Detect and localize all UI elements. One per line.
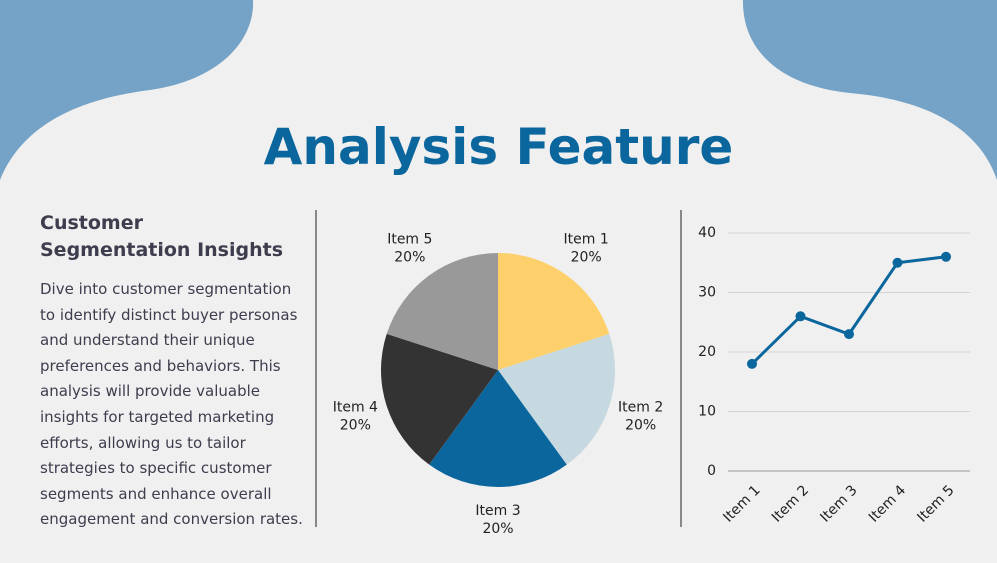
line-point [795, 311, 806, 322]
slice-value-label: 20% [625, 417, 656, 433]
slice-label: Item 5 [387, 232, 432, 248]
x-tick-label: Item 4 [866, 482, 909, 525]
section-heading: Customer Segmentation Insights [40, 212, 284, 261]
pie-slice [429, 370, 567, 488]
x-tick-label: Item 1 [720, 482, 763, 525]
pie-slice [498, 253, 610, 370]
y-tick-label: 0 [707, 463, 716, 479]
line-point [844, 329, 854, 340]
slice-value-label: 20% [571, 250, 602, 266]
pie-slice [386, 253, 498, 370]
corner-shape [742, 0, 997, 180]
title: Analysis Feature [263, 118, 734, 176]
y-tick-label: 10 [698, 404, 716, 420]
y-tick-label: 40 [698, 225, 716, 241]
pie-slice [498, 333, 616, 465]
y-tick-label: 30 [698, 285, 716, 301]
line-series [750, 255, 947, 365]
line-point [941, 251, 951, 262]
x-tick-label: Item 3 [817, 482, 860, 525]
slice-value-label: 20% [340, 417, 371, 433]
section-body: Dive into customer segmentation to ident… [40, 280, 303, 529]
slice-label: Item 1 [564, 232, 609, 248]
slice-value-label: 20% [482, 521, 513, 537]
slice-label: Item 3 [475, 503, 520, 519]
pie-slice [381, 333, 498, 465]
line-point [747, 358, 757, 369]
slice-label: Item 2 [618, 399, 663, 415]
corner-shape [0, 0, 254, 180]
slice-label: Item 4 [333, 399, 378, 415]
y-tick-label: 20 [698, 344, 716, 360]
slice-value-label: 20% [394, 250, 425, 266]
x-tick-label: Item 5 [914, 482, 957, 525]
x-tick-label: Item 2 [769, 482, 812, 525]
line-point [892, 257, 903, 268]
